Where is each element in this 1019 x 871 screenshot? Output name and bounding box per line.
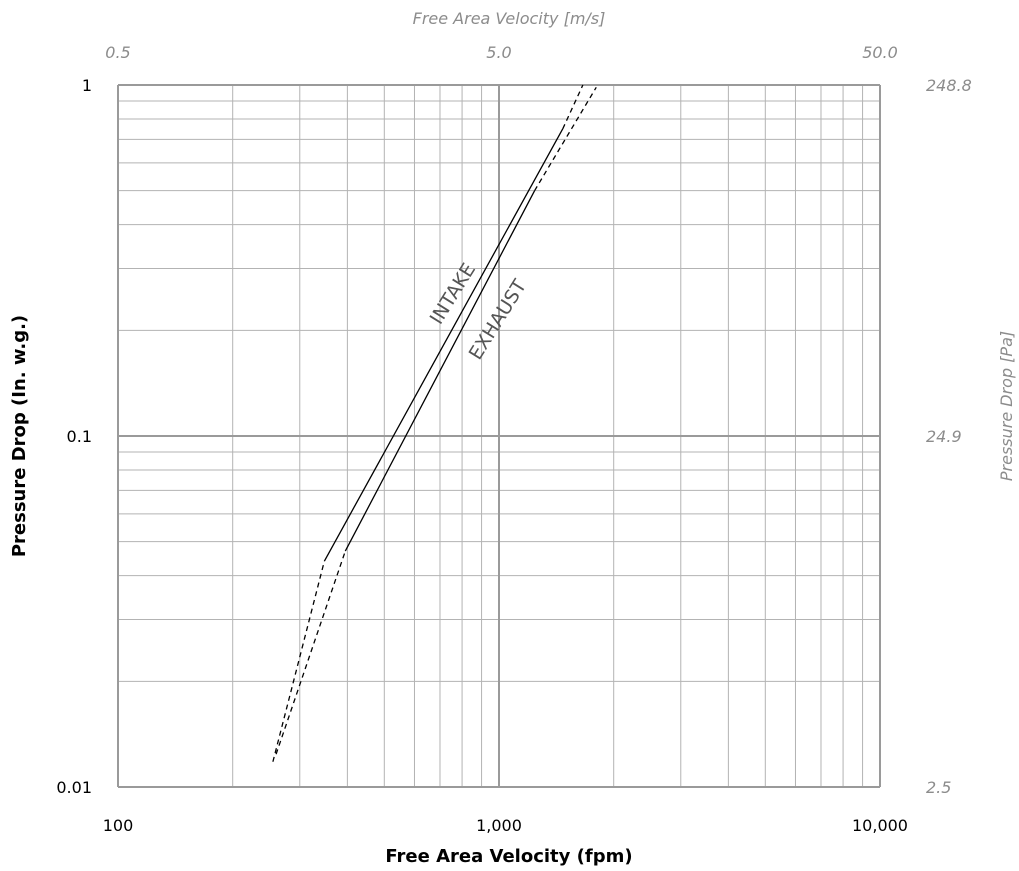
y2-tick-label: 248.8 <box>926 76 972 95</box>
y-tick-label: 0.1 <box>67 427 92 446</box>
x2-tick-label: 0.5 <box>105 43 130 62</box>
series-intake-dashed-high <box>563 85 583 129</box>
x2-axis-title: Free Area Velocity [m/s] <box>413 9 606 28</box>
x-tick-label: 1,000 <box>476 816 522 835</box>
series-intake-dashed-low <box>273 561 324 762</box>
y-axis-title: Pressure Drop (In. w.g.) <box>9 315 30 557</box>
y-tick-label: 1 <box>82 76 92 95</box>
x-tick-label: 10,000 <box>852 816 908 835</box>
x2-tick-label: 5.0 <box>486 43 511 62</box>
x2-tick-label: 50.0 <box>862 43 898 62</box>
y2-tick-label: 24.9 <box>926 427 962 446</box>
y2-axis-title: Pressure Drop [Pa] <box>997 331 1016 481</box>
series-exhaust-dashed-low <box>276 551 345 754</box>
x-tick-label: 100 <box>103 816 134 835</box>
series-lines <box>273 85 596 762</box>
series-intake-solid <box>324 129 562 561</box>
y2-tick-label: 2.5 <box>926 778 951 797</box>
x-axis-title: Free Area Velocity (fpm) <box>385 846 632 867</box>
y-tick-label: 0.01 <box>56 778 92 797</box>
tick-labels: 100 1,000 10,000 0.5 5.0 50.0 0.01 0.1 1 2.5 24.9 2… <box>56 43 971 835</box>
